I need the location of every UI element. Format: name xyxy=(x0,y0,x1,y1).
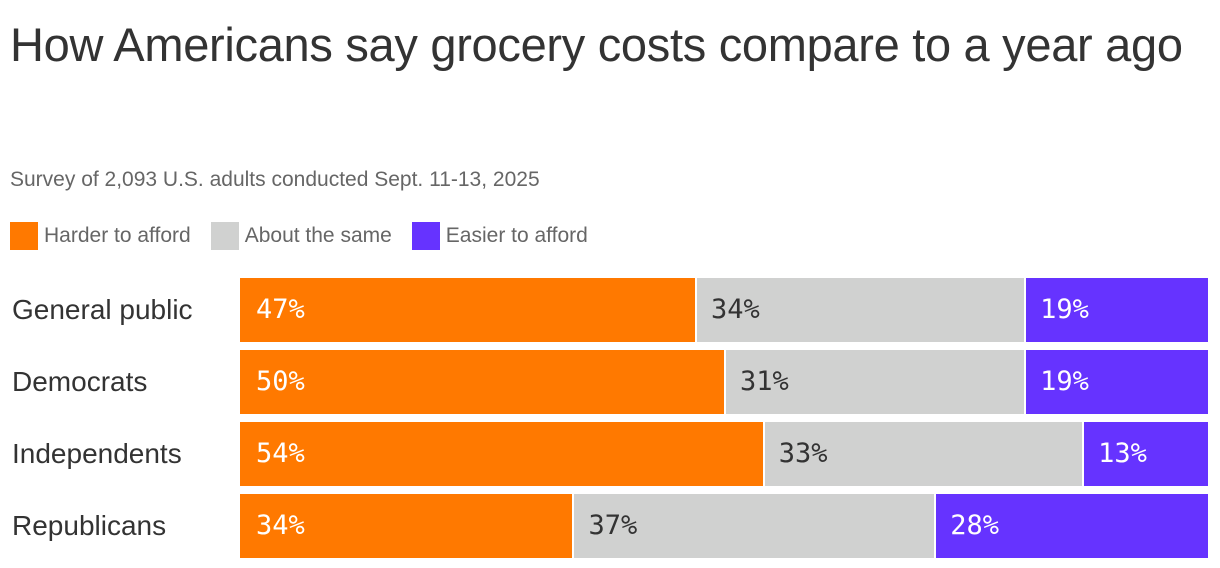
data-label: 34% xyxy=(710,294,760,325)
bar-segment xyxy=(934,494,1208,558)
legend-swatch xyxy=(10,222,38,250)
category-label: Republicans xyxy=(12,510,167,541)
legend-swatch xyxy=(411,222,440,250)
data-label: 13% xyxy=(1098,438,1147,469)
data-label: 19% xyxy=(1040,366,1089,397)
bar-segment xyxy=(240,494,573,558)
data-label: 50% xyxy=(256,366,305,397)
data-label: 34% xyxy=(256,510,305,541)
category-label: Democrats xyxy=(12,366,148,397)
category-label: Independents xyxy=(12,438,182,469)
chart-title: How Americans say grocery costs compare … xyxy=(10,18,1183,71)
bar-segment xyxy=(724,350,1025,414)
data-label: 28% xyxy=(950,510,999,541)
legend-item: Harder to afford xyxy=(10,222,191,250)
bar-segment xyxy=(240,350,724,414)
bar-segment xyxy=(762,422,1083,486)
legend-label: Easier to afford xyxy=(445,224,588,247)
legend-swatch xyxy=(210,222,239,250)
data-label: 31% xyxy=(740,366,789,397)
legend: Harder to afford About the same Easier to … xyxy=(10,222,608,250)
legend-item: Easier to afford xyxy=(411,222,588,250)
category-label: General public xyxy=(12,294,193,325)
data-label: 54% xyxy=(256,438,305,469)
bar-segment xyxy=(1024,350,1208,414)
data-label: 37% xyxy=(588,510,638,541)
bar-segment xyxy=(1082,422,1208,486)
bar-segment xyxy=(694,278,1025,342)
bar-segment xyxy=(1024,278,1208,342)
data-label: 33% xyxy=(778,438,828,469)
bar-segment xyxy=(572,494,935,558)
bar-segment xyxy=(240,278,695,342)
legend-label: Harder to afford xyxy=(44,224,191,247)
data-label: 47% xyxy=(256,294,305,325)
data-label: 19% xyxy=(1040,294,1089,325)
chart-subtitle: Survey of 2,093 U.S. adults conducted Se… xyxy=(10,168,540,191)
legend-label: About the same xyxy=(244,224,392,247)
bar-segment xyxy=(240,422,763,486)
legend-item: About the same xyxy=(210,222,392,250)
